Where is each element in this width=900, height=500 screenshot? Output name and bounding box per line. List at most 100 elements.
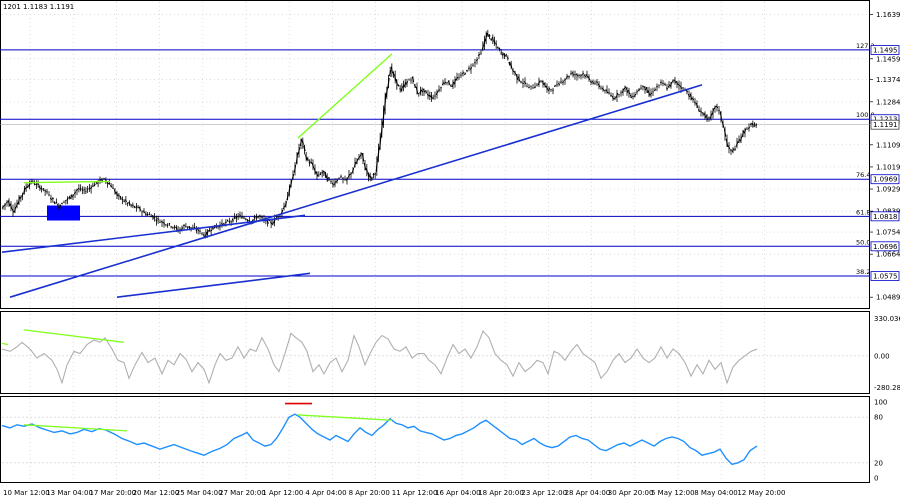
candle-body [521,82,525,85]
candle-body [271,222,275,225]
fib-level-label: 61.8 [856,208,870,216]
candle-body [83,188,86,191]
candle-body [257,215,260,219]
candle-body [393,74,397,82]
candle-body [595,80,599,84]
candle-body [402,84,405,88]
candle-body [637,88,641,92]
candle-body [565,75,569,79]
price-y-tick-label: 1.1019 [876,163,900,171]
candle-body [157,217,160,221]
candle-body [372,173,375,176]
x-tick-label: 30 Apr 20:00 [608,489,654,497]
candle-body [210,229,213,232]
candle-body [387,77,390,89]
candle-body [451,81,455,87]
candle-body [428,94,431,98]
candle-body [493,40,496,44]
candle-body [699,110,703,113]
cci-divergence-line [23,329,125,343]
candle-body [255,217,258,219]
candle-body [561,81,565,84]
candle-body [301,140,305,145]
candle-body [365,168,369,173]
candle-body [449,84,453,88]
candle-body [349,172,353,176]
candle-body [645,86,649,93]
candle-body [382,108,385,126]
candle-body [434,95,436,97]
candle-body [160,220,164,224]
candle-body [377,147,380,159]
fib-price-tag-box [870,174,900,185]
candle-body [21,192,24,197]
candle-body [325,175,329,181]
candle-body [295,152,299,164]
candle-body [597,83,601,88]
candle-body [643,86,647,91]
candle-body [727,145,731,150]
candle-body [58,204,62,208]
candle-body [453,78,457,85]
fib-price-tag-label: 1.1495 [873,46,898,54]
candle-body [435,90,439,96]
candle-body [40,188,43,190]
candle-body [88,187,91,190]
grid-layer [2,2,868,482]
candle-body [751,123,754,127]
candle-body [557,82,561,86]
candle-body [23,187,26,194]
cci-line [1,329,758,385]
candle-body [571,71,575,76]
candle-body [261,216,263,219]
candle-body [19,195,23,199]
trendline [116,272,311,298]
candle-body [721,121,725,128]
candle-body [315,171,319,177]
candle-body [327,177,331,180]
candle-body [342,177,344,180]
candle-body [675,81,679,86]
candle-body [351,167,355,173]
candle-body [361,153,365,162]
candle-body [563,78,567,82]
x-tick-label: 1 Apr 12:00 [262,489,303,497]
candle-body [691,97,695,101]
x-tick-label: 13 Mar 04:00 [46,489,93,497]
candle-body [13,206,17,213]
candle-body [288,185,291,195]
candle-body [550,88,552,91]
x-tick-label: 8 Apr 20:00 [349,489,390,497]
price-layer: 127.2 100.0 76.4 61.8 50.0 38.2 [0,29,875,298]
highlight-box [47,205,80,221]
candle-body [141,211,143,213]
candle-body [718,109,720,112]
candle-body [69,194,73,200]
price-panel-frame [0,0,870,309]
candle-body [121,198,124,201]
candle-body [483,39,486,46]
price-y-tick-label: 1.1459 [876,55,900,63]
fib-level-label: 38.2 [856,268,870,276]
candle-body [443,81,447,85]
trendline [9,84,703,298]
cci-y-tick-label: 330.0361 [874,315,900,323]
candle-body [625,87,629,93]
cci-y-tick-label: 0.00 [874,352,890,360]
candle-body [68,196,71,199]
candle-body [175,226,178,230]
candle-body [37,183,40,186]
candle-body [112,187,114,190]
candle-body [388,69,392,77]
fib-price-tag-box [870,271,900,281]
candle-body [246,219,249,222]
x-tick-label: 25 Mar 04:00 [176,489,223,497]
candle-body [5,201,9,204]
candle-body [501,52,504,56]
candle-body [390,66,394,74]
candle-body [627,89,631,95]
x-tick-label: 11 Apr 12:00 [392,489,438,497]
candle-body [609,94,613,97]
candle-body [509,62,513,69]
